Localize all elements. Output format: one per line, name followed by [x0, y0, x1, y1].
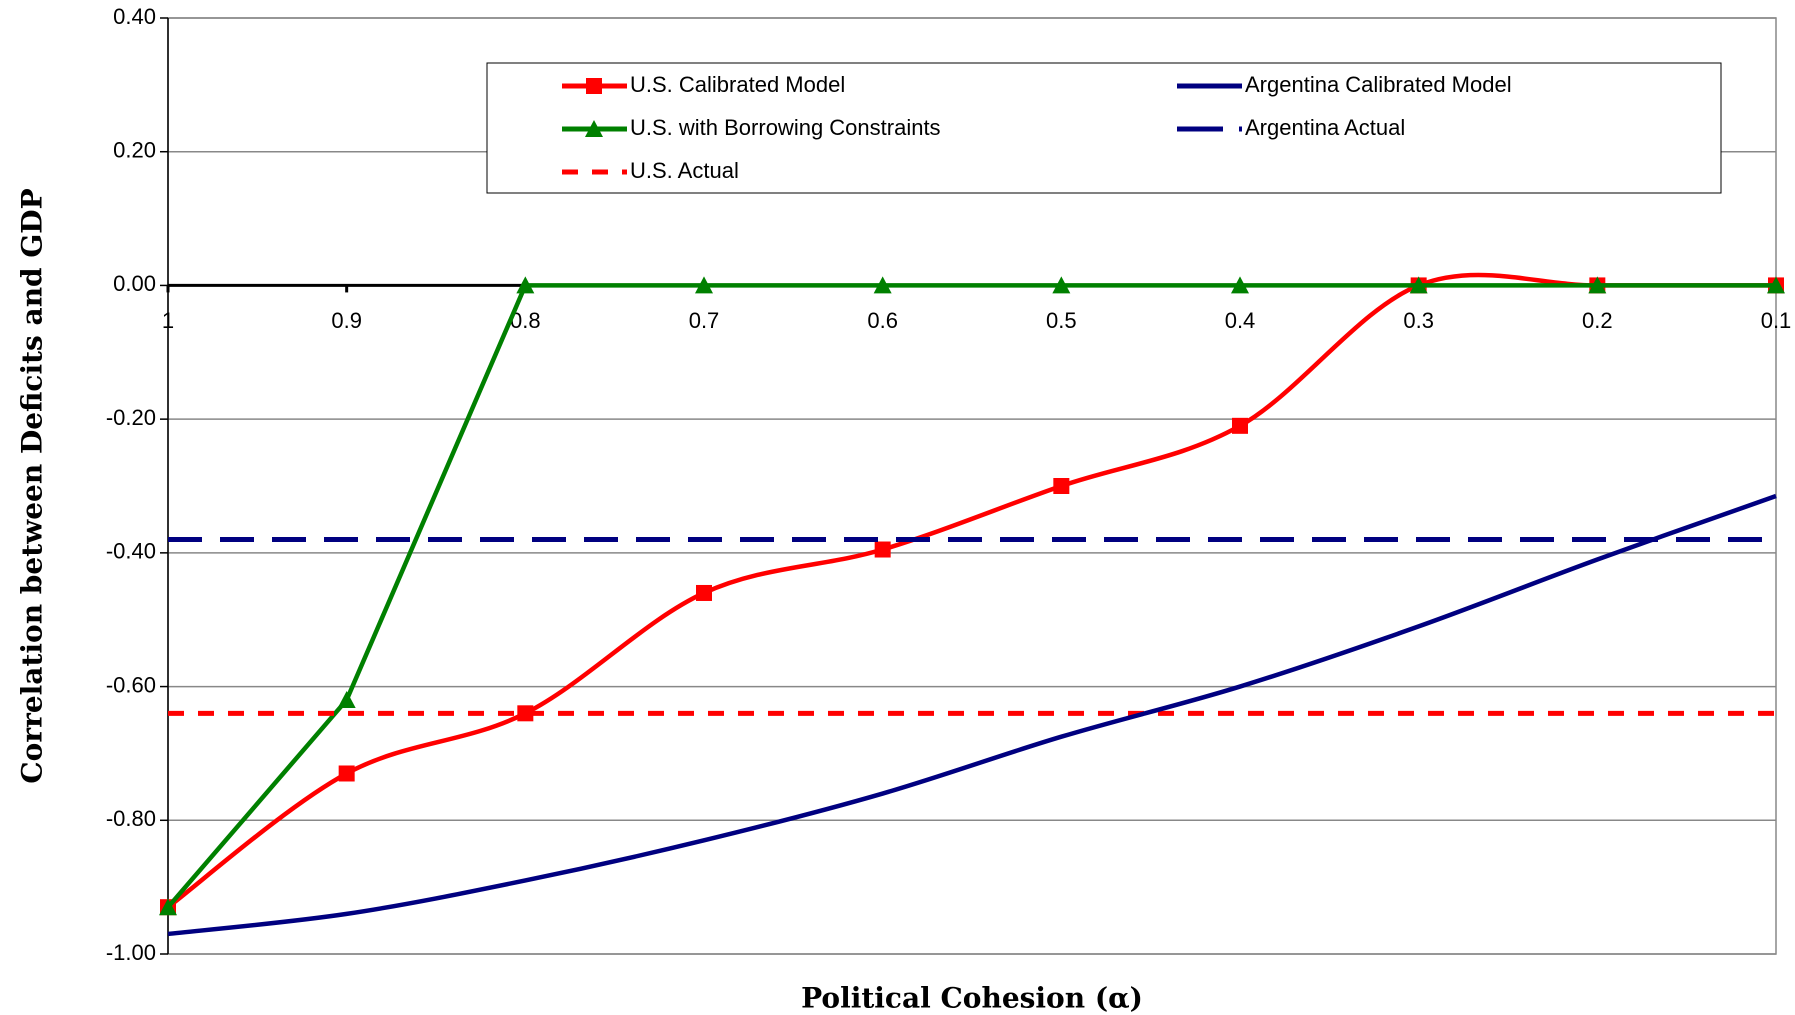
x-tick-label: 0.3 — [1403, 308, 1434, 333]
series-line — [166, 272, 1777, 910]
y-tick-label: 0.20 — [113, 138, 156, 163]
marker — [1053, 478, 1070, 494]
marker — [1409, 276, 1428, 294]
marker — [1232, 417, 1248, 434]
y-tick-label: -0.20 — [106, 405, 156, 430]
y-tick-label: 0.00 — [113, 271, 156, 296]
series-line — [167, 493, 1777, 937]
y-tick-label: -1.00 — [106, 940, 156, 965]
marker — [874, 541, 891, 558]
legend-box — [486, 62, 1722, 194]
y-axis-title: Correlation between Deficits and GDP — [16, 188, 49, 783]
marker — [337, 690, 356, 708]
marker — [1052, 276, 1071, 294]
x-tick-label: 1 — [162, 308, 174, 333]
x-tick-label: 0.1 — [1761, 308, 1792, 333]
legend-label: Argentina Calibrated Model — [1245, 72, 1512, 97]
marker — [586, 78, 602, 94]
marker — [696, 584, 712, 601]
y-tick-label: -0.60 — [106, 672, 156, 697]
marker — [517, 705, 534, 722]
x-axis-title: Political Cohesion (α) — [801, 982, 1143, 1015]
legend-label: U.S. with Borrowing Constraints — [630, 115, 941, 140]
marker — [338, 765, 355, 782]
marker — [1767, 276, 1785, 294]
x-tick-label: 0.6 — [867, 308, 898, 333]
marker — [585, 120, 603, 137]
x-tick-label: 0.7 — [689, 308, 720, 333]
y-tick-label: -0.80 — [106, 806, 156, 831]
x-tick-label: 0.9 — [331, 308, 362, 333]
x-tick-label: 0.5 — [1046, 308, 1077, 333]
series-line — [166, 283, 1776, 909]
legend-label: U.S. Calibrated Model — [630, 72, 845, 97]
x-tick-label: 0.2 — [1582, 308, 1613, 333]
marker — [873, 276, 892, 294]
marker — [1588, 276, 1607, 294]
legend-label: U.S. Actual — [630, 158, 739, 183]
marker — [695, 276, 713, 294]
y-tick-label: -0.40 — [106, 539, 156, 564]
marker — [516, 276, 535, 294]
y-tick-label: 0.40 — [113, 4, 156, 29]
legend-label: Argentina Actual — [1245, 115, 1405, 140]
x-tick-label: 0.4 — [1225, 308, 1256, 333]
marker — [159, 898, 177, 916]
marker — [1231, 276, 1249, 294]
